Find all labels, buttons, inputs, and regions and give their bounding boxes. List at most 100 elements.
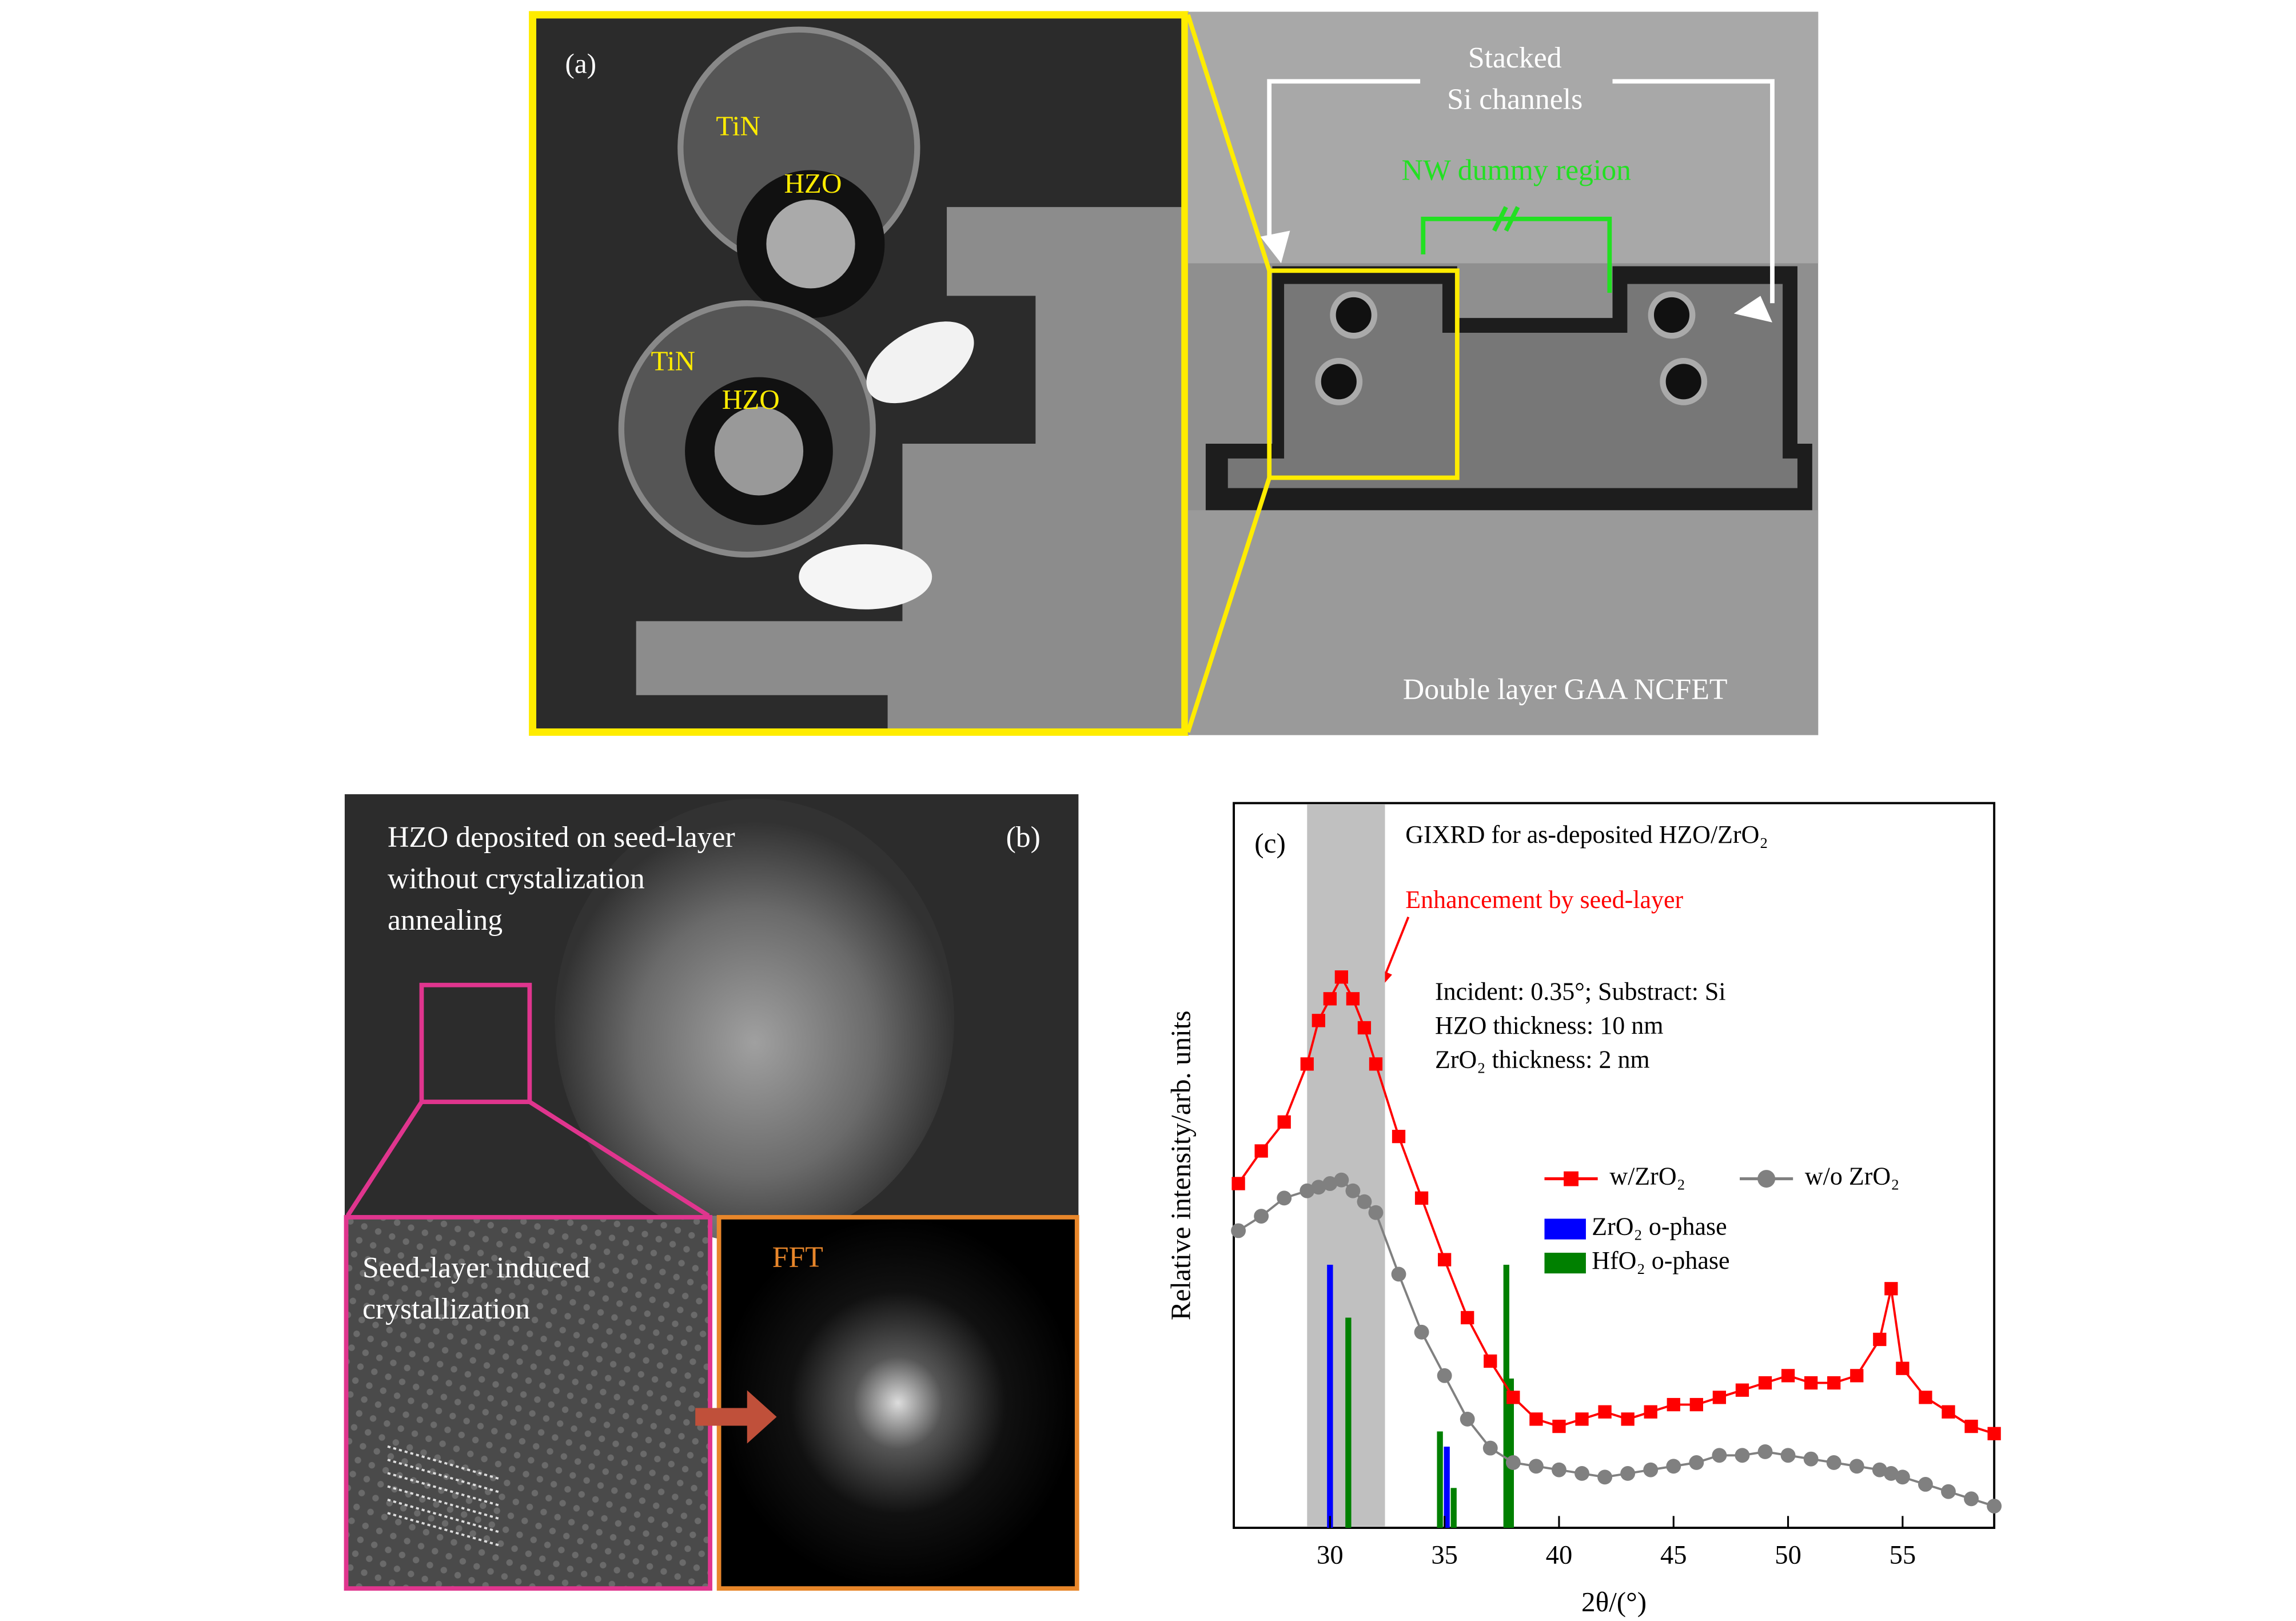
point [1964,1419,1978,1433]
point [1277,1190,1292,1206]
point [1438,1253,1452,1266]
annotation-arrow [1384,917,1410,977]
labels: (a) TiN HZO TiN HZO Stacked Si channels … [362,42,1768,1618]
point [1689,1397,1703,1412]
legend-label: w/o ZrO₂ [1805,1162,1900,1190]
zoom-frame [529,11,1189,736]
layer-label: HZO [784,168,842,199]
point [1368,1205,1384,1220]
lattice-inset [344,1214,712,1591]
point [1850,1369,1864,1383]
point [1827,1376,1841,1390]
caption: Double layer GAA NCFET [1403,673,1728,706]
point [1918,1477,1933,1492]
annotation: Si channels [1447,83,1583,115]
point [1896,1361,1910,1375]
zoom-line [1186,477,1271,733]
plot [1231,804,2002,1528]
reference-bar [1345,1317,1352,1528]
point [1529,1412,1543,1426]
point [1621,1412,1635,1426]
point [1735,1383,1749,1397]
reference-bar [1444,1447,1450,1528]
point [1872,1462,1887,1477]
point [1712,1391,1727,1404]
point [1357,1194,1372,1209]
panel-label: (a) [565,48,596,79]
fft-label: FFT [772,1241,823,1274]
legend-marker [1757,1170,1776,1188]
zoom-box [419,982,532,1104]
nanowire [1330,291,1378,339]
dummy-bracket [1421,206,1612,293]
si-channel [714,407,804,496]
chart-title: GIXRD for as-deposited HZO/ZrO₂ [1405,821,1768,849]
zoom-line [1186,14,1271,272]
arrow [695,1390,777,1444]
fft-inset [716,1214,1079,1591]
reference-bar [1450,1488,1457,1528]
description: without crystalization [388,863,645,895]
point [1311,1180,1326,1195]
legend-swatch [1544,1218,1586,1240]
point [1919,1391,1932,1404]
annotation: Stacked [1468,42,1562,74]
channel-arrows [1267,79,1775,304]
point [1689,1455,1704,1470]
layer-label: HZO [722,384,780,415]
point [1643,1462,1659,1477]
point [1574,1466,1589,1481]
point [1552,1419,1566,1433]
description: annealing [388,904,503,937]
panel-a [529,11,1819,736]
substrate [1187,510,1819,735]
annotation: Enhancement by seed-layer [1405,886,1683,914]
point [1437,1368,1452,1383]
point [1300,1183,1315,1198]
si-channel [766,200,855,289]
point [1575,1412,1589,1426]
point [1644,1405,1657,1419]
x-tick-label: 45 [1660,1540,1687,1570]
point [1414,1191,1429,1205]
point [1598,1405,1612,1419]
point [1735,1448,1750,1463]
point [1552,1462,1566,1477]
x-tick-label: 40 [1546,1540,1573,1570]
point [1312,1014,1325,1027]
zoom-box [1267,268,1460,480]
legend-swatch [1544,1252,1586,1274]
legend-marker [1564,1171,1579,1186]
point [1758,1376,1772,1390]
description: crystallization [362,1293,530,1325]
info-line: Incident: 0.35°; Substract: Si [1435,977,1726,1005]
point [1964,1491,1979,1507]
info-line: HZO thickness: 10 nm [1435,1011,1663,1039]
point [1345,1183,1361,1198]
point [1414,1324,1429,1340]
bright-region [555,798,955,1242]
point [1231,1223,1246,1238]
y-axis-label: Relative intensity/arb. units [1165,1010,1196,1320]
point [1323,992,1337,1006]
gate-region [636,207,1188,735]
point [1505,1455,1521,1470]
point [1597,1469,1613,1485]
point [1803,1451,1819,1467]
x-axis-label: 2θ/(°) [1581,1586,1647,1618]
upper-layer [1187,11,1819,264]
point [1884,1282,1898,1296]
nanowire [1315,357,1363,405]
point [1804,1376,1818,1390]
point [1941,1484,1956,1499]
point [1712,1448,1727,1463]
point [1883,1466,1899,1481]
reference-bar [1503,1264,1509,1528]
point [1254,1144,1268,1158]
point [1334,1172,1349,1188]
point [1334,970,1349,984]
layer-label: TiN [716,110,760,141]
point [1460,1411,1475,1427]
